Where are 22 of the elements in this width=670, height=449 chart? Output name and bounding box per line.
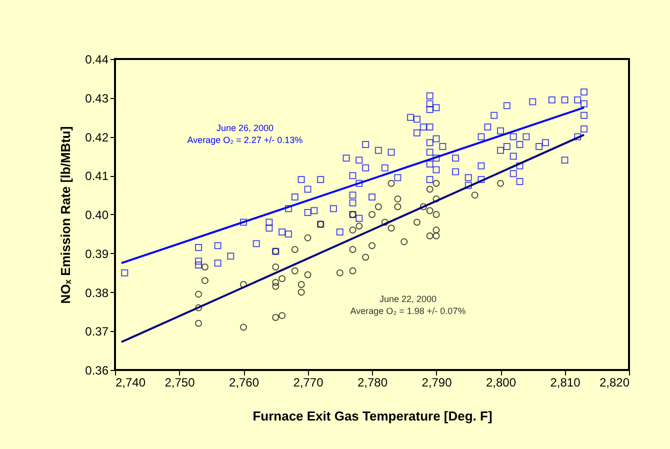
y-tick-label: 0.43 [85, 91, 109, 106]
x-tick-label: 2,800 [486, 376, 516, 390]
y-tick-label: 0.38 [85, 286, 109, 300]
x-tick-label: 2,820 [599, 376, 630, 390]
y-tick-label: 0.44 [85, 52, 109, 66]
x-axis-title: Furnace Exit Gas Temperature [Deg. F] [252, 408, 492, 424]
x-tick-label: 2,740 [116, 376, 146, 390]
x-tick-label: 2,770 [293, 376, 324, 390]
annotation: June 22, 2000 Average O₂ = 1.98 +/- 0.07% [350, 294, 466, 316]
x-tick-label: 2,760 [228, 376, 260, 390]
y-tick-label: 0.41 [85, 169, 109, 184]
y-axis-title: NOₓ Emission Rate [lb/MBtu] [58, 126, 74, 304]
x-tick-label: 2,780 [357, 376, 388, 390]
y-tick-label: 0.37 [85, 324, 109, 339]
x-tick-label: 2,750 [164, 376, 196, 390]
y-tick-label: 0.36 [85, 364, 109, 378]
y-tick-label: 0.40 [85, 208, 109, 222]
x-tick-label: 2,790 [422, 376, 452, 390]
x-tick-label: 2,810 [550, 376, 581, 390]
y-tick-label: 0.42 [85, 130, 109, 144]
y-tick-label: 0.39 [85, 246, 109, 261]
annotation: June 26, 2000 Average O₂ = 2.27 +/- 0.13% [187, 123, 303, 145]
